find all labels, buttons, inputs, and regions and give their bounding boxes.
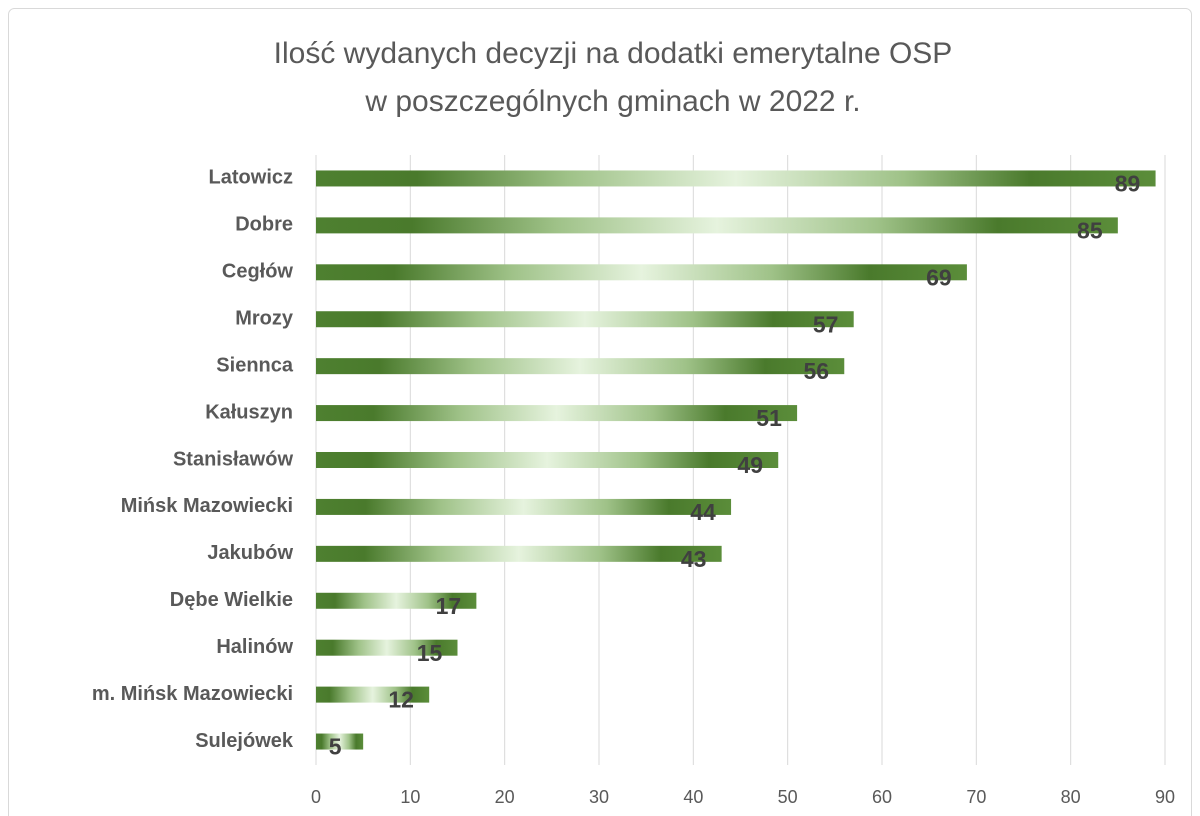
y-tick-label: Dobre [235,214,293,236]
y-tick-label: Stanisławów [173,448,293,470]
x-tick-label: 0 [311,787,321,807]
y-tick-label: Mińsk Mazowiecki [121,495,293,517]
bar [316,498,732,515]
bar [316,452,779,468]
bar [316,686,430,703]
bar [316,311,854,328]
y-tick-label: Halinów [216,636,293,658]
bar [316,170,1156,187]
data-label: 56 [803,358,829,384]
chart-title: w poszczególnych gminach w 2022 r. [364,85,860,118]
data-label: 12 [388,687,414,713]
data-label: 51 [756,405,782,431]
bar [316,358,845,375]
x-tick-label: 30 [589,787,609,807]
data-label: 69 [926,264,952,290]
x-tick-label: 20 [495,787,515,807]
bar [316,264,967,281]
y-tick-label: Sulejówek [195,730,294,752]
chart-title: Ilość wydanych decyzji na dodatki emeryt… [274,37,953,70]
x-tick-label: 90 [1155,787,1175,807]
y-tick-label: Latowicz [209,167,293,189]
y-tick-label: Jakubów [207,542,293,564]
bar [316,592,477,609]
data-label: 57 [813,311,839,337]
bar [316,545,722,562]
data-label: 44 [690,499,716,525]
y-tick-label: Cegłów [222,261,294,283]
y-tick-label: Kałuszyn [205,401,293,423]
y-tick-label: Dębe Wielkie [170,589,293,611]
data-label: 5 [329,734,342,760]
data-label: 17 [436,593,462,619]
x-tick-label: 70 [966,787,986,807]
y-tick-label: Mrozy [235,308,294,330]
x-tick-label: 40 [683,787,703,807]
data-label: 49 [737,452,763,478]
x-tick-label: 80 [1061,787,1081,807]
x-tick-label: 50 [778,787,798,807]
y-tick-label: Siennca [216,354,294,376]
bar [316,733,364,750]
data-label: 85 [1077,217,1103,243]
bar [316,639,458,656]
x-tick-label: 10 [400,787,420,807]
data-label: 89 [1115,171,1141,197]
y-tick-label: m. Mińsk Mazowiecki [92,683,293,705]
data-label: 43 [681,546,707,572]
bar [316,217,1118,234]
bar [316,405,798,422]
data-label: 15 [417,640,443,666]
x-tick-label: 60 [872,787,892,807]
